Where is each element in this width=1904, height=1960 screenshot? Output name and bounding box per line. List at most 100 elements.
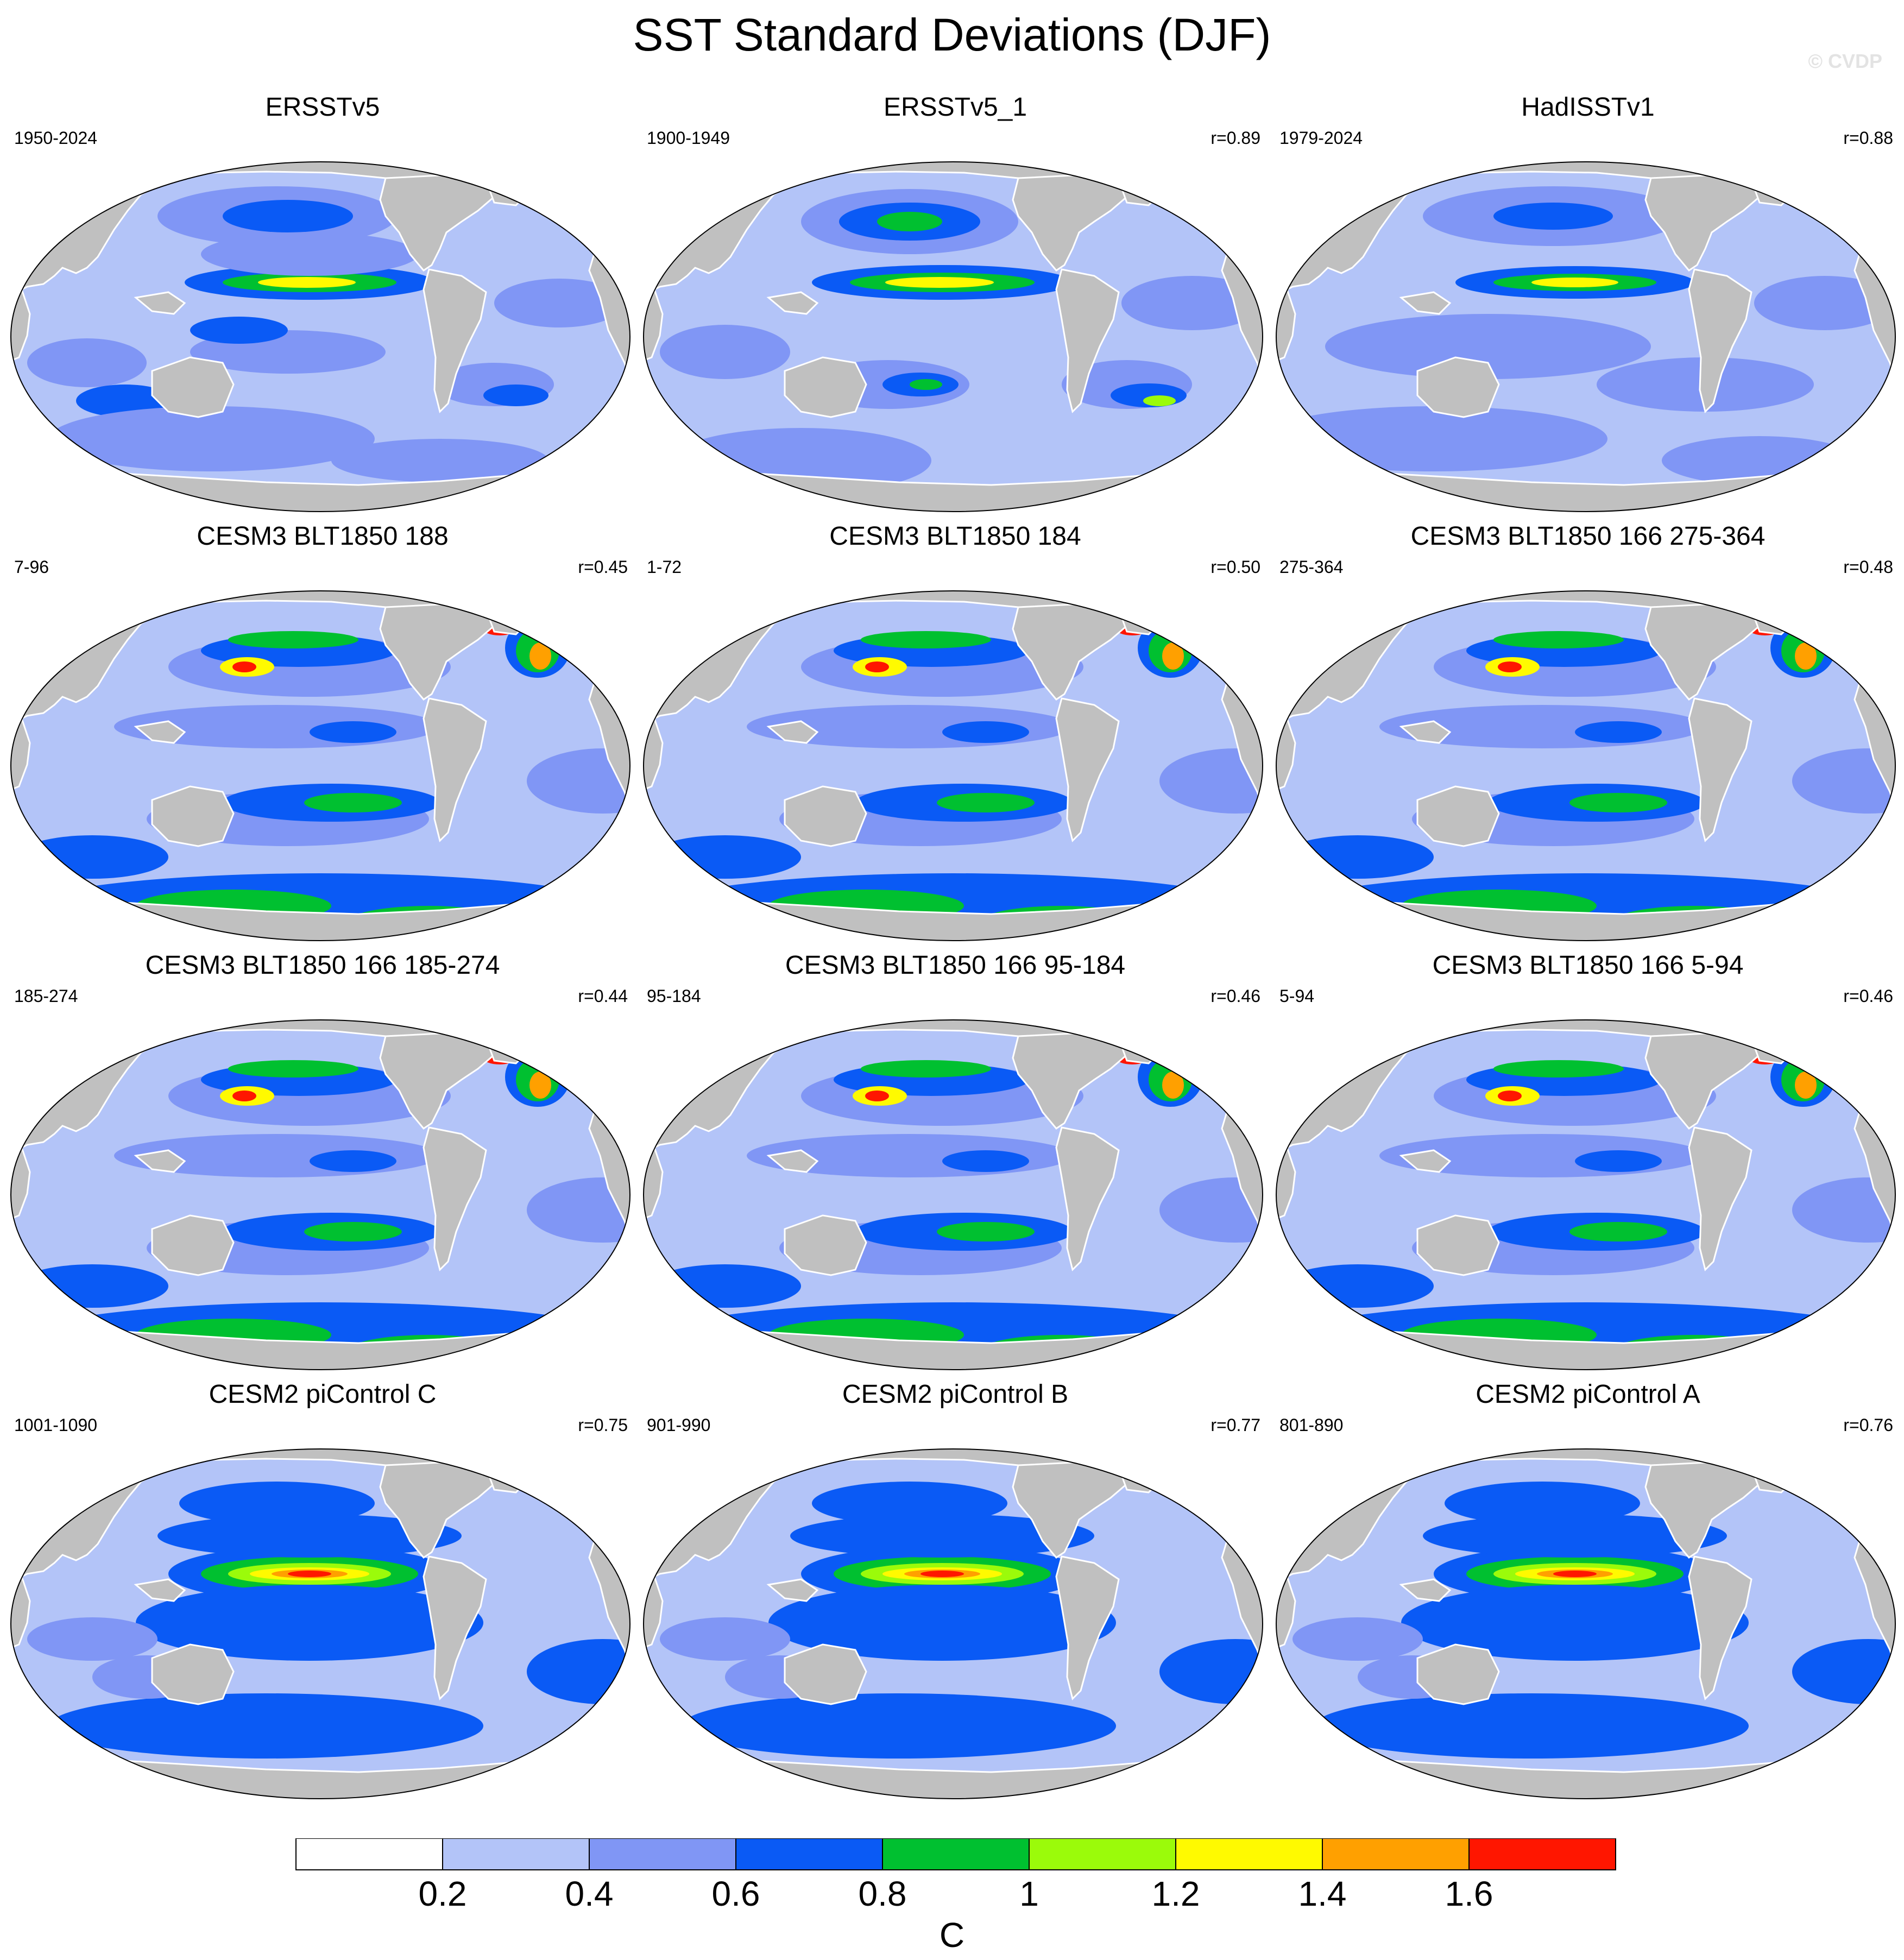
panel-correlation: r=0.50 — [1211, 557, 1260, 577]
sst-std-contour — [865, 661, 889, 672]
map-border — [10, 1448, 631, 1799]
sst-std-contour — [157, 1514, 462, 1558]
sst-std-contour — [1276, 406, 1607, 471]
sst-std-contour — [1575, 721, 1662, 743]
australia-landmass — [784, 785, 867, 847]
sst-std-contour — [1282, 1264, 1434, 1308]
map-panel: CESM2 piControl A 801-890 r=0.76 — [1271, 1379, 1904, 1808]
panel-title: CESM3 BLT1850 166 5-94 — [1432, 951, 1744, 980]
panel-title: CESM3 BLT1850 166 275-364 — [1410, 522, 1766, 551]
sst-std-contour — [1423, 1514, 1727, 1558]
sst-std-contour — [190, 317, 288, 344]
australia-landmass — [1416, 356, 1500, 418]
australia-landmass — [151, 785, 235, 847]
sst-std-contour — [223, 200, 353, 232]
sst-std-contour — [1498, 1091, 1522, 1101]
australia-landmass — [784, 1643, 867, 1705]
maritime-continent-landmass — [134, 291, 186, 315]
panel-title: HadISSTv1 — [1521, 93, 1655, 122]
sst-std-contour — [1792, 1177, 1895, 1243]
panel-correlation: r=0.46 — [1843, 986, 1893, 1006]
panel-correlation: r=0.76 — [1843, 1415, 1893, 1435]
sst-std-contour — [304, 793, 402, 812]
colorbar-tick-label: 0.4 — [565, 1874, 614, 1913]
panel-period: 1950-2024 — [14, 128, 98, 148]
sst-std-contour — [865, 1091, 889, 1101]
sst-std-contour — [812, 1482, 1007, 1525]
map-border — [10, 1019, 631, 1370]
panel-period: 1-72 — [647, 557, 682, 577]
colorbar-tick-label: 1.2 — [1152, 1874, 1200, 1913]
panel-title: CESM3 BLT1850 166 95-184 — [785, 951, 1126, 980]
south-america-landmass — [1055, 268, 1120, 413]
sst-std-contour — [1121, 276, 1263, 330]
panel-correlation: r=0.45 — [578, 557, 628, 577]
panel-period: 275-364 — [1279, 557, 1344, 577]
sst-std-contour — [1493, 203, 1613, 230]
sst-std-contour — [942, 1150, 1029, 1172]
sst-std-contour — [232, 1091, 256, 1101]
australia-landmass — [1416, 785, 1500, 847]
panel-correlation: r=0.44 — [578, 986, 628, 1006]
panel-period: 185-274 — [14, 986, 78, 1006]
sst-std-contour — [1401, 1585, 1749, 1661]
sst-std-contour — [429, 928, 559, 941]
sst-std-contour — [228, 1060, 358, 1077]
map-border — [643, 590, 1263, 941]
maritime-continent-landmass — [1399, 1578, 1452, 1602]
panel-period: 1979-2024 — [1279, 128, 1363, 148]
robinson-map — [643, 1448, 1263, 1799]
robinson-map — [1276, 590, 1896, 941]
sst-std-contour — [1531, 278, 1618, 287]
colorbar-tick-label: 1 — [1019, 1874, 1039, 1913]
maritime-continent-landmass — [766, 1149, 819, 1173]
panel-correlation: r=0.88 — [1843, 128, 1893, 148]
robinson-map — [10, 590, 631, 941]
sst-std-contour — [494, 279, 625, 327]
sst-std-contour — [1282, 835, 1434, 879]
map-border — [10, 161, 631, 512]
australia-landmass — [784, 356, 867, 418]
colorbar-swatch — [589, 1838, 736, 1870]
colorbar-tick-label: 1.4 — [1298, 1874, 1347, 1913]
maritime-continent-landmass — [134, 720, 186, 744]
panel-period: 5-94 — [1279, 986, 1315, 1006]
sst-std-contour — [304, 1222, 402, 1241]
sst-std-contour — [27, 1617, 157, 1661]
map-panel: ERSSTv5_1 1900-1949 r=0.89 — [638, 92, 1272, 521]
sst-std-contour — [937, 793, 1035, 812]
sst-std-contour — [1569, 793, 1667, 812]
map-panel: CESM3 BLT1850 166 185-274 185-274 r=0.44 — [5, 950, 640, 1379]
sst-std-contour — [310, 1150, 396, 1172]
australia-landmass — [151, 356, 235, 418]
south-america-landmass — [1688, 268, 1752, 413]
sst-std-contour — [49, 406, 375, 471]
south-america-landmass — [423, 268, 487, 413]
panel-period: 95-184 — [647, 986, 701, 1006]
maritime-continent-landmass — [1399, 720, 1452, 744]
sst-std-contour — [16, 1264, 168, 1308]
sst-std-contour — [885, 277, 994, 288]
sst-std-contour — [258, 277, 356, 288]
sst-std-contour — [49, 1693, 483, 1759]
sst-std-contour — [910, 379, 942, 390]
australia-landmass — [1416, 1643, 1500, 1705]
colorbar-swatch — [1322, 1838, 1470, 1870]
panel-title: ERSSTv5 — [265, 93, 380, 122]
sst-std-contour — [1795, 1072, 1817, 1099]
sst-std-contour — [310, 721, 396, 743]
south-america-landmass — [1055, 1126, 1120, 1271]
sst-std-contour — [1062, 1357, 1192, 1370]
sst-std-contour — [1293, 1617, 1423, 1661]
sst-std-contour — [1569, 1222, 1667, 1241]
sst-std-contour — [136, 1585, 483, 1661]
panel-title: CESM2 piControl B — [842, 1380, 1069, 1409]
sst-std-contour — [529, 642, 551, 670]
maritime-continent-landmass — [766, 720, 819, 744]
south-america-landmass — [1688, 1126, 1752, 1271]
sst-std-contour — [1062, 928, 1192, 941]
sst-std-contour — [1162, 1072, 1184, 1099]
robinson-map — [643, 1019, 1263, 1370]
south-america-landmass — [1688, 697, 1752, 842]
sst-std-contour — [861, 1060, 991, 1077]
